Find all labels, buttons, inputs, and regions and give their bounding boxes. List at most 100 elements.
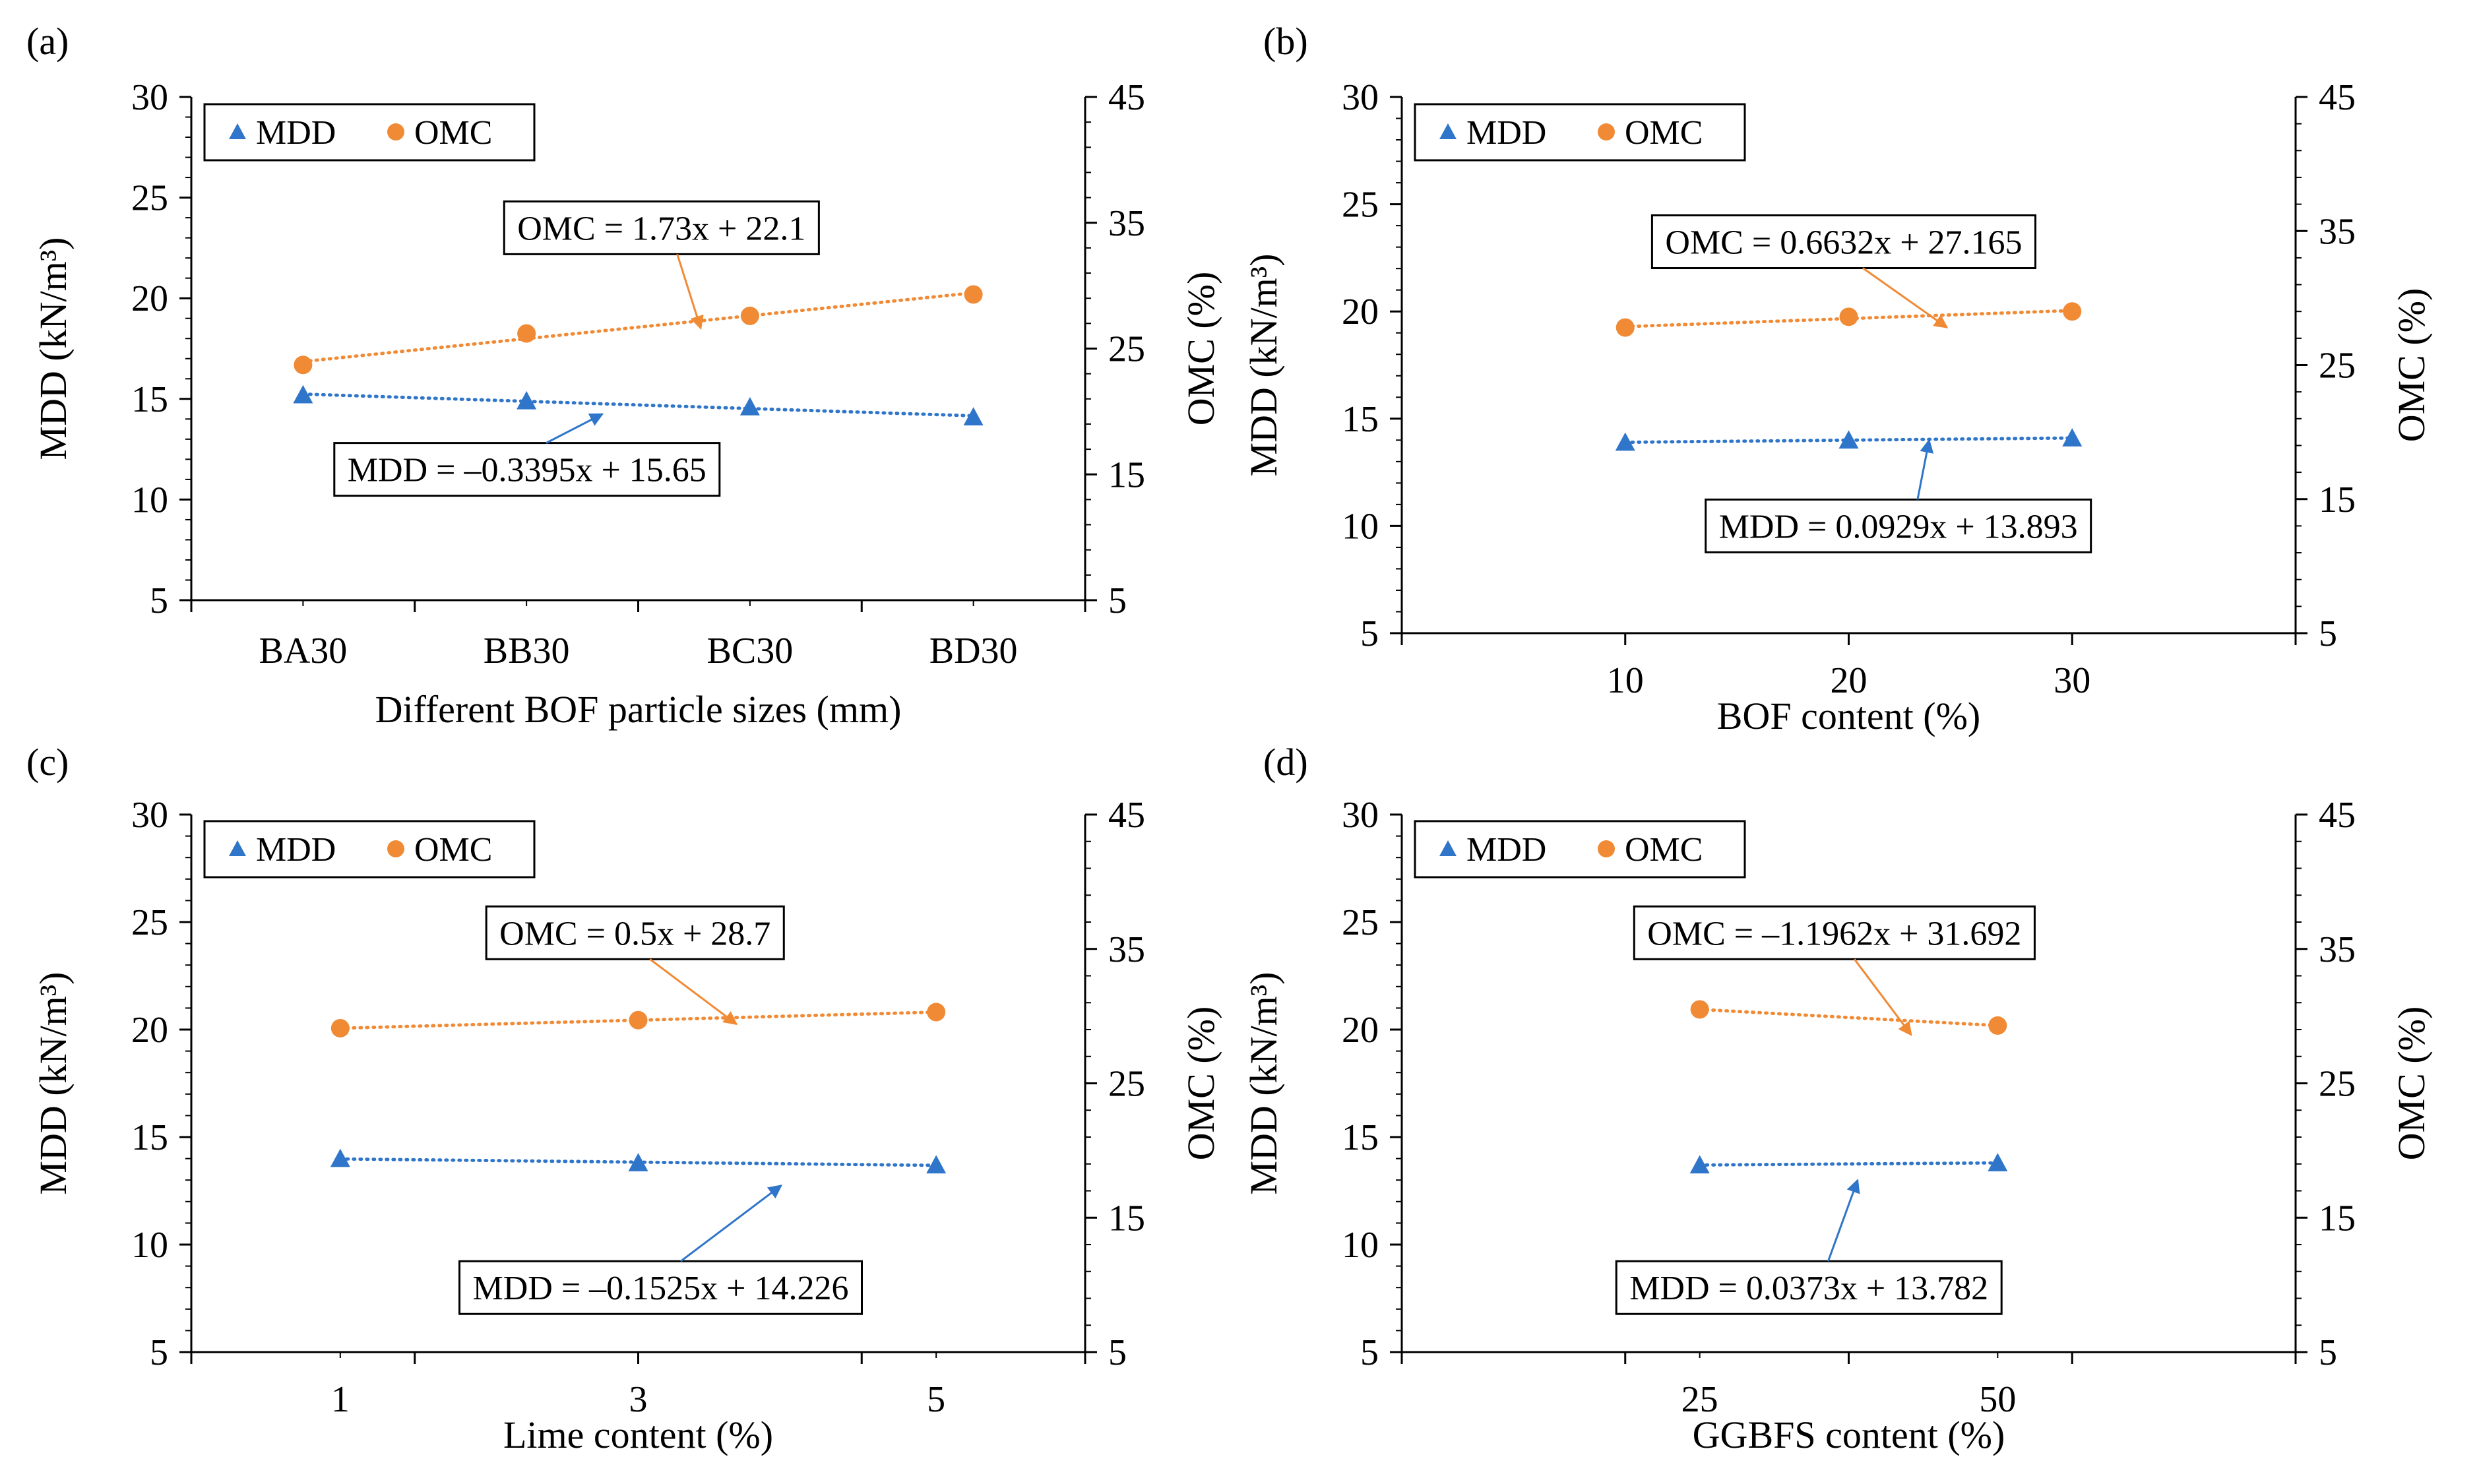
omc-annotation-arrow <box>1862 267 1949 328</box>
right-y-tick-label: 45 <box>1108 795 1145 836</box>
left-y-tick-label: 25 <box>131 178 168 219</box>
left-y-tick-label: 5 <box>150 580 168 621</box>
omc-equation-box: OMC = 0.5x + 28.7 <box>485 905 785 960</box>
right-y-tick-label: 45 <box>2319 795 2356 836</box>
left-y-tick-label: 15 <box>1342 399 1379 440</box>
mdd-data-point <box>330 1148 350 1167</box>
left-y-tick-label: 20 <box>1342 1010 1379 1051</box>
left-y-axis-title: MDD (kN/m³) <box>32 237 75 460</box>
x-axis-title: GGBFS content (%) <box>1693 1413 2005 1456</box>
mdd-equation-text: MDD = 0.0373x + 13.782 <box>1629 1270 1988 1307</box>
omc-data-point <box>927 1003 946 1022</box>
right-y-tick-label: 5 <box>2319 1332 2337 1373</box>
left-y-axis-title: MDD (kN/m³) <box>1242 972 1285 1195</box>
x-tick-label: 3 <box>629 1379 648 1420</box>
right-y-tick-label: 25 <box>1108 329 1145 370</box>
mdd-equation-frame <box>458 1260 863 1315</box>
x-tick-label: 30 <box>2054 660 2090 701</box>
omc-equation-box: OMC = 0.6632x + 27.165 <box>1650 214 2037 270</box>
right-y-tick-label: 5 <box>2319 613 2337 654</box>
legend-mdd-marker <box>1439 840 1457 857</box>
omc-trendline <box>1698 1007 1999 1028</box>
x-tick-label: 50 <box>1979 1379 2016 1420</box>
legend-mdd-label: MDD <box>1466 831 1546 869</box>
left-y-tick-label: 20 <box>131 1010 168 1051</box>
legend-frame <box>1414 820 1746 879</box>
x-tick-label: BA30 <box>259 631 347 671</box>
mdd-annotation-arrow <box>680 1185 782 1262</box>
mdd-trendline <box>1698 1161 1999 1167</box>
legend-mdd-label: MDD <box>256 114 336 152</box>
legend-mdd-label: MDD <box>1466 114 1546 152</box>
mdd-equation-text: MDD = 0.0929x + 13.893 <box>1719 508 2078 545</box>
omc-equation-box: OMC = 1.73x + 22.1 <box>503 200 820 255</box>
legend-frame <box>1414 103 1746 162</box>
x-tick-label: 25 <box>1681 1379 1718 1420</box>
omc-data-point <box>1690 1000 1709 1019</box>
mdd-data-point <box>517 390 537 410</box>
x-tick-label: 1 <box>331 1379 350 1420</box>
left-y-tick-label: 25 <box>1342 185 1379 226</box>
x-tick-label: 5 <box>927 1379 945 1420</box>
mdd-annotation-arrow <box>1916 439 1934 500</box>
right-y-axis-title: OMC (%) <box>2390 1006 2433 1161</box>
legend-mdd-marker <box>229 840 246 857</box>
omc-data-point <box>517 324 536 343</box>
x-tick-label: BD30 <box>929 631 1018 671</box>
left-y-tick-label: 20 <box>1342 292 1379 332</box>
left-y-tick-label: 25 <box>131 902 168 943</box>
left-y-tick-label: 30 <box>1342 795 1379 836</box>
omc-annotation-arrow <box>649 958 738 1026</box>
legend-mdd-marker <box>1439 123 1457 140</box>
chart-panel-b: (b) 5 10 15 20 25 30 5 15 25 35 45 10 20 30 BOF content… <box>1242 20 2433 737</box>
mdd-equation-frame <box>1615 1260 2003 1315</box>
legend-frame <box>203 103 536 162</box>
legend-omc-label: OMC <box>414 831 492 869</box>
left-y-tick-label: 20 <box>131 278 168 319</box>
mdd-equation-frame <box>1705 498 2092 553</box>
omc-equation-text: OMC = 0.6632x + 27.165 <box>1665 224 2022 262</box>
right-y-tick-label: 45 <box>2319 77 2356 118</box>
x-axis-title: BOF content (%) <box>1717 695 1981 737</box>
omc-data-point <box>964 285 983 304</box>
legend: MDD OMC <box>1414 103 1746 162</box>
left-y-tick-label: 10 <box>131 1225 168 1266</box>
mdd-data-point <box>1615 432 1635 451</box>
mdd-data-point <box>1988 1153 2008 1171</box>
legend-omc-label: OMC <box>1625 831 1703 869</box>
right-y-tick-label: 5 <box>1108 1332 1127 1373</box>
omc-data-point <box>1988 1016 2007 1035</box>
right-y-tick-label: 35 <box>1108 203 1145 244</box>
right-y-tick-label: 25 <box>1108 1064 1145 1105</box>
right-y-tick-label: 5 <box>1108 580 1127 621</box>
omc-equation-text: OMC = 0.5x + 28.7 <box>499 915 770 952</box>
right-y-axis-title: OMC (%) <box>1179 1006 1222 1161</box>
mdd-equation-box: MDD = 0.0373x + 13.782 <box>1615 1260 2003 1315</box>
right-y-tick-label: 45 <box>1108 77 1145 118</box>
omc-equation-text: OMC = –1.1962x + 31.692 <box>1647 915 2021 952</box>
left-y-tick-label: 5 <box>1360 1332 1379 1373</box>
legend-omc-marker <box>387 123 404 140</box>
omc-equation-box: OMC = –1.1962x + 31.692 <box>1633 905 2036 960</box>
right-y-axis-title: OMC (%) <box>2390 288 2433 443</box>
mdd-equation-frame <box>333 442 721 497</box>
left-y-tick-label: 15 <box>131 379 168 420</box>
left-y-tick-label: 10 <box>1342 506 1379 547</box>
omc-annotation-arrow <box>676 253 704 330</box>
omc-data-point <box>330 1018 350 1037</box>
legend-mdd-label: MDD <box>256 831 336 869</box>
left-y-tick-label: 30 <box>131 795 168 836</box>
left-y-tick-label: 10 <box>131 479 168 520</box>
mdd-data-point <box>293 385 313 404</box>
mdd-data-point <box>739 397 760 416</box>
mdd-data-point <box>2062 428 2083 447</box>
legend: MDD OMC <box>1414 820 1746 879</box>
right-y-tick-label: 25 <box>2319 1064 2356 1105</box>
right-y-tick-label: 25 <box>2319 346 2356 386</box>
mdd-equation-text: MDD = –0.1525x + 14.226 <box>473 1270 849 1307</box>
x-tick-label: 20 <box>1831 660 1867 701</box>
left-y-tick-label: 15 <box>1342 1117 1379 1158</box>
mdd-data-point <box>963 407 984 426</box>
x-axis-title: Lime content (%) <box>503 1413 773 1456</box>
